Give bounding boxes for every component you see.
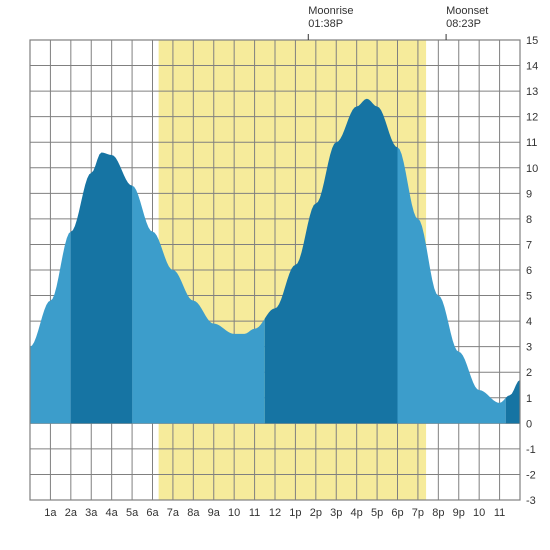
x-tick-label: 3a — [85, 507, 98, 519]
y-tick-label: 13 — [526, 86, 538, 98]
y-tick-label: 0 — [526, 418, 532, 430]
y-tick-label: -2 — [526, 469, 536, 481]
y-tick-label: 7 — [526, 239, 532, 251]
x-tick-label: 4p — [351, 507, 363, 519]
y-tick-label: 6 — [526, 265, 532, 277]
x-tick-label: 8p — [432, 507, 444, 519]
x-tick-label: 12 — [269, 507, 281, 519]
chart-svg: -3-2-101234567891011121314151a2a3a4a5a6a… — [0, 0, 550, 550]
y-tick-label: 15 — [526, 35, 538, 47]
x-tick-label: 4a — [106, 507, 119, 519]
x-tick-label: 10 — [228, 507, 240, 519]
x-tick-label: 9p — [453, 507, 465, 519]
x-tick-label: 1p — [289, 507, 301, 519]
x-tick-label: 2a — [65, 507, 78, 519]
y-tick-label: 12 — [526, 112, 538, 124]
x-tick-label: 5p — [371, 507, 383, 519]
x-tick-label: 6p — [391, 507, 403, 519]
moonset-label: Moonset — [446, 5, 488, 17]
x-tick-label: 8a — [187, 507, 200, 519]
y-tick-label: 8 — [526, 214, 532, 226]
x-tick-label: 7p — [412, 507, 424, 519]
x-tick-label: 2p — [310, 507, 322, 519]
y-tick-label: 9 — [526, 188, 532, 200]
moonrise-time: 01:38P — [308, 18, 343, 30]
y-tick-label: -3 — [526, 495, 536, 507]
tide-chart: -3-2-101234567891011121314151a2a3a4a5a6a… — [0, 0, 550, 550]
y-tick-label: 3 — [526, 342, 532, 354]
moonrise-label: Moonrise — [308, 5, 353, 17]
x-tick-label: 11 — [249, 507, 260, 519]
x-tick-label: 10 — [473, 507, 485, 519]
y-tick-label: 2 — [526, 367, 532, 379]
x-tick-label: 7a — [167, 507, 180, 519]
x-tick-label: 5a — [126, 507, 139, 519]
y-tick-label: 11 — [526, 137, 537, 149]
moonset-time: 08:23P — [446, 18, 481, 30]
y-tick-label: 1 — [526, 393, 532, 405]
y-tick-label: 5 — [526, 291, 532, 303]
y-tick-label: -1 — [526, 444, 536, 456]
x-tick-label: 1a — [44, 507, 57, 519]
y-tick-label: 14 — [526, 61, 538, 73]
x-tick-label: 11 — [494, 507, 505, 519]
y-tick-label: 10 — [526, 163, 538, 175]
x-tick-label: 9a — [208, 507, 221, 519]
x-tick-label: 6a — [146, 507, 159, 519]
y-tick-label: 4 — [526, 316, 532, 328]
x-tick-label: 3p — [330, 507, 342, 519]
